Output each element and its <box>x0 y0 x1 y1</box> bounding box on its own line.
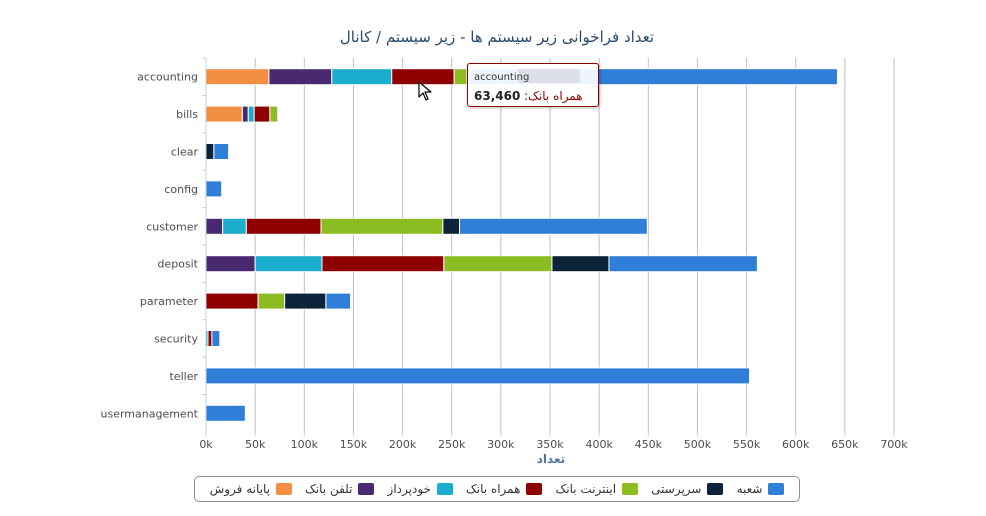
bar-segment[interactable] <box>459 217 648 235</box>
bar-segment[interactable] <box>257 292 286 310</box>
bar-segment[interactable] <box>205 105 243 123</box>
x-tick-label: 100k <box>291 438 319 451</box>
legend-label: سرپرستی <box>651 482 702 496</box>
tooltip-series-label: همراه بانک: <box>524 89 583 103</box>
x-tick-label: 300k <box>487 438 515 451</box>
bar-segment[interactable] <box>205 292 259 310</box>
category-label: bills <box>176 108 198 121</box>
bar-segment[interactable] <box>213 143 230 160</box>
bar-segment[interactable] <box>222 217 247 235</box>
bar-segment[interactable] <box>245 217 322 235</box>
chart-title: تعداد فراخوانی زیر سیستم ها - زیر سیستم … <box>340 28 654 46</box>
x-tick-label: 200k <box>389 438 417 451</box>
legend-swatch <box>768 483 785 495</box>
legend-item[interactable]: سرپرستی <box>651 482 724 496</box>
tooltip: accounting همراه بانک: 63,460 <box>467 63 599 107</box>
x-tick-label: 550k <box>733 438 761 451</box>
legend-item[interactable]: شعبه <box>737 482 785 496</box>
category-label: accounting <box>137 71 198 84</box>
legend-label: شعبه <box>736 482 763 496</box>
category-label: usermanagement <box>101 407 199 420</box>
legend-label: خودپرداز <box>387 482 431 496</box>
x-tick-label: 250k <box>438 438 466 451</box>
legend-swatch <box>622 483 639 495</box>
bar-segment[interactable] <box>205 217 224 235</box>
bar-segment[interactable] <box>284 292 327 310</box>
legend-item[interactable]: پایانه فروش <box>210 482 292 496</box>
bar-segment[interactable] <box>269 105 279 123</box>
pointer-arrow-icon <box>418 81 432 101</box>
bar-segment[interactable] <box>211 330 221 347</box>
legend-label: همراه بانک <box>466 482 521 496</box>
legend-item[interactable]: اینترنت بانک <box>556 482 639 496</box>
category-label: deposit <box>157 258 198 271</box>
x-tick-label: 650k <box>831 438 859 451</box>
legend-swatch <box>358 483 375 495</box>
bar-segment[interactable] <box>551 255 610 273</box>
bar-segment[interactable] <box>241 105 249 123</box>
x-tick-label: 600k <box>782 438 810 451</box>
legend: پایانه فروش تلفن بانک خودپرداز همراه بانک ای… <box>194 476 800 502</box>
legend-label: اینترنت بانک <box>555 482 617 496</box>
x-tick-label: 500k <box>684 438 712 451</box>
tooltip-category: accounting <box>474 72 530 83</box>
bar-segment[interactable] <box>331 68 393 86</box>
bar-segment[interactable] <box>453 68 468 86</box>
bar-segment[interactable] <box>320 217 444 235</box>
bar-segment[interactable] <box>205 143 215 160</box>
bars[interactable] <box>205 68 838 422</box>
legend-label: پایانه فروش <box>209 482 270 496</box>
x-tick-label: 450k <box>635 438 663 451</box>
bar-segment[interactable] <box>254 255 323 273</box>
tooltip-highlight <box>518 69 580 83</box>
x-axis-title: تعداد <box>537 452 565 466</box>
bar-segment[interactable] <box>205 367 751 385</box>
legend-swatch <box>275 483 292 495</box>
bar-segment[interactable] <box>253 105 271 123</box>
category-label: clear <box>171 146 199 159</box>
category-label: config <box>164 183 198 196</box>
legend-item[interactable]: همراه بانک <box>466 482 543 496</box>
bar-segment[interactable] <box>247 105 255 123</box>
x-tick-label: 50k <box>245 438 266 451</box>
bar-segment[interactable] <box>325 292 351 310</box>
x-tick-label: 350k <box>536 438 564 451</box>
x-tick-label: 700k <box>880 438 908 451</box>
bar-segment[interactable] <box>608 255 758 273</box>
legend-label: تلفن بانک <box>305 482 353 496</box>
category-label: teller <box>170 370 199 383</box>
x-tick-label: 400k <box>585 438 613 451</box>
legend-swatch <box>526 483 543 495</box>
bar-segment[interactable] <box>442 217 461 235</box>
bar-segment[interactable] <box>205 68 270 86</box>
x-tick-label: 0k <box>199 438 213 451</box>
legend-swatch <box>707 483 724 495</box>
bar-segment[interactable] <box>321 255 445 273</box>
bar-segment[interactable] <box>207 330 213 347</box>
bar-segment[interactable] <box>205 255 256 273</box>
category-label: security <box>154 333 198 346</box>
category-label: customer <box>146 220 198 233</box>
legend-item[interactable]: تلفن بانک <box>305 482 375 496</box>
bar-segment[interactable] <box>205 180 223 198</box>
tooltip-value: 63,460 <box>474 89 521 103</box>
category-label: parameter <box>140 295 199 308</box>
bar-segment[interactable] <box>268 68 333 86</box>
category-labels: accounting bills clear config customer deposi… <box>101 71 199 421</box>
legend-item[interactable]: خودپرداز <box>388 482 453 496</box>
x-tick-labels: 0k 50k 100k 150k 200k 250k 300k 350k 400k 450k 500… <box>199 438 908 451</box>
bar-segment[interactable] <box>443 255 553 273</box>
bar-segment[interactable] <box>205 404 246 422</box>
legend-swatch <box>436 483 453 495</box>
x-tick-label: 150k <box>340 438 368 451</box>
tooltip-row: همراه بانک: 63,460 <box>474 89 583 103</box>
